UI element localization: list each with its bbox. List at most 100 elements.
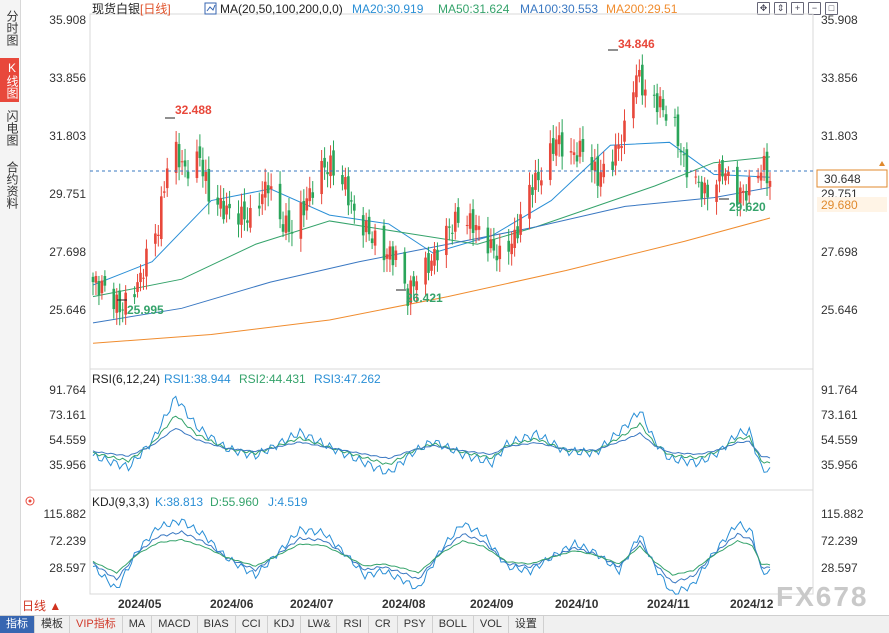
candle	[424, 251, 427, 296]
candle	[201, 147, 205, 188]
tab-macd[interactable]: MACD	[152, 616, 198, 633]
candle	[162, 181, 166, 198]
candle	[557, 122, 561, 157]
candle	[266, 172, 270, 207]
candle-down	[661, 98, 665, 111]
candle-up	[305, 198, 309, 211]
candle	[257, 192, 261, 217]
candle	[311, 181, 315, 205]
fullscreen-icon[interactable]: □	[825, 2, 838, 15]
candle	[673, 108, 677, 127]
candle-down	[676, 114, 680, 147]
candle-up	[115, 294, 119, 313]
tab-lw[interactable]: LW&	[301, 616, 338, 633]
candle-up	[249, 207, 252, 228]
candle-down	[332, 150, 335, 176]
tab-template[interactable]: 模板	[35, 616, 70, 633]
candle	[519, 201, 522, 243]
tab-psy[interactable]: PSY	[398, 616, 433, 633]
candle	[635, 64, 638, 104]
candle-up	[329, 155, 332, 177]
tab-vol[interactable]: VOL	[474, 616, 509, 633]
candle-down	[551, 138, 555, 154]
candle	[364, 212, 368, 243]
candle-up	[694, 176, 698, 178]
candle-up	[578, 140, 582, 157]
current-price-box	[816, 169, 888, 188]
tab-kdj[interactable]: KDJ	[268, 616, 302, 633]
candle	[581, 126, 585, 163]
candle	[477, 215, 481, 242]
candle	[664, 105, 668, 127]
candle	[352, 195, 356, 224]
candle-down	[243, 201, 246, 220]
tab-vip-indicators[interactable]: VIP指标	[70, 616, 123, 633]
tab-contract-info[interactable]: 合约资料	[5, 161, 19, 209]
candle	[507, 229, 511, 265]
candle	[433, 242, 436, 275]
candle	[237, 200, 240, 238]
candle-down	[341, 175, 344, 185]
candle-up	[364, 220, 368, 233]
candle-down	[436, 249, 439, 261]
candle-down	[222, 200, 225, 220]
kdj-tick-right: 72.239	[821, 534, 858, 548]
candle-up	[219, 198, 222, 209]
candle-down	[326, 172, 329, 175]
candle	[617, 132, 620, 161]
kdj-line-2	[92, 530, 771, 584]
candle-down	[575, 155, 579, 162]
period-selector[interactable]: 日线 ▲	[22, 599, 62, 613]
candle	[305, 186, 309, 220]
kdj-settings-icon[interactable]	[25, 496, 35, 506]
candle	[367, 209, 371, 241]
candle	[243, 188, 246, 231]
candle	[183, 148, 187, 178]
candle	[599, 159, 603, 197]
candle-up	[756, 175, 760, 179]
candle-down	[121, 309, 124, 311]
tab-indicators[interactable]: 指标	[0, 616, 35, 633]
candle	[498, 234, 502, 272]
tab-intraday[interactable]: 分时图	[5, 10, 19, 46]
tab-cci[interactable]: CCI	[236, 616, 268, 633]
candle-up	[747, 176, 751, 196]
price-tick-left: 25.646	[49, 303, 86, 317]
rsi-tick-left: 91.764	[49, 383, 86, 397]
tab-kline[interactable]: K线图	[0, 58, 19, 102]
tab-cr[interactable]: CR	[369, 616, 398, 633]
indicator-settings-icon[interactable]	[204, 2, 217, 15]
candle-up	[299, 202, 303, 239]
ma100-line	[92, 186, 771, 324]
rsi-line-1	[92, 395, 771, 475]
candle	[623, 109, 626, 155]
candle	[611, 149, 614, 177]
candle	[284, 203, 288, 241]
tab-flash[interactable]: 闪电图	[5, 110, 19, 146]
candle-down	[266, 185, 270, 194]
candle-up	[477, 226, 481, 230]
tab-bias[interactable]: BIAS	[198, 616, 236, 633]
ma20-line	[92, 141, 771, 286]
kdj-panel-frame	[89, 489, 814, 595]
candle-up	[415, 281, 418, 291]
candle-down	[347, 176, 350, 206]
candle-down	[361, 215, 365, 236]
candle	[249, 194, 252, 233]
candle-up	[614, 145, 617, 166]
candle	[403, 247, 407, 290]
candle-down	[118, 290, 122, 313]
tab-settings[interactable]: 设置	[509, 616, 544, 633]
tab-boll[interactable]: BOLL	[433, 616, 474, 633]
low-a-annotation: 25.995	[127, 303, 164, 317]
tab-ma[interactable]: MA	[123, 616, 153, 633]
candle-up	[204, 171, 208, 181]
candle	[724, 168, 727, 186]
candle-down	[216, 197, 220, 205]
candle-down	[257, 205, 261, 209]
zoom-out-icon[interactable]: −	[808, 2, 821, 15]
tab-rsi[interactable]: RSI	[337, 616, 369, 633]
chart-canvas[interactable]: 现货白银 [日线] MA(20,50,100,200,0,0) MA20:30.…	[20, 0, 889, 632]
candle-down	[406, 288, 410, 306]
candle-down	[427, 253, 430, 273]
